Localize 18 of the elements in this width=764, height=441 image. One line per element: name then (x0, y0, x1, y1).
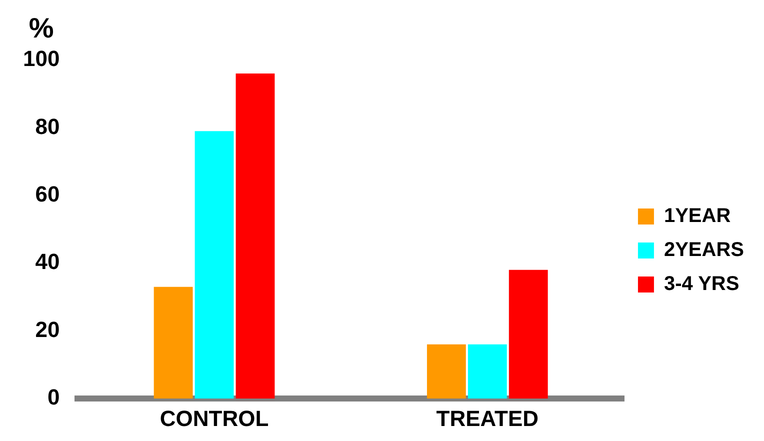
bar (426, 344, 466, 399)
legend-label: 1YEAR (664, 205, 732, 228)
bar (154, 286, 193, 399)
y-tick-label: 100 (22, 46, 60, 72)
bar (468, 344, 507, 399)
legend-label: 2YEARS (664, 239, 744, 262)
y-axis-title: % (28, 12, 54, 44)
y-tick-label: 60 (35, 182, 60, 207)
legend-label: 3-4 YRS (664, 273, 740, 296)
y-tick-label: 40 (35, 249, 60, 274)
x-tick-label: CONTROL (160, 406, 269, 431)
bar (194, 131, 234, 399)
y-tick-label: 80 (35, 114, 60, 139)
bar (236, 74, 275, 399)
y-tick-label: 0 (47, 384, 60, 410)
y-tick-label: 20 (35, 316, 60, 342)
x-tick-label: TREATED (436, 406, 539, 431)
bar (508, 270, 548, 399)
